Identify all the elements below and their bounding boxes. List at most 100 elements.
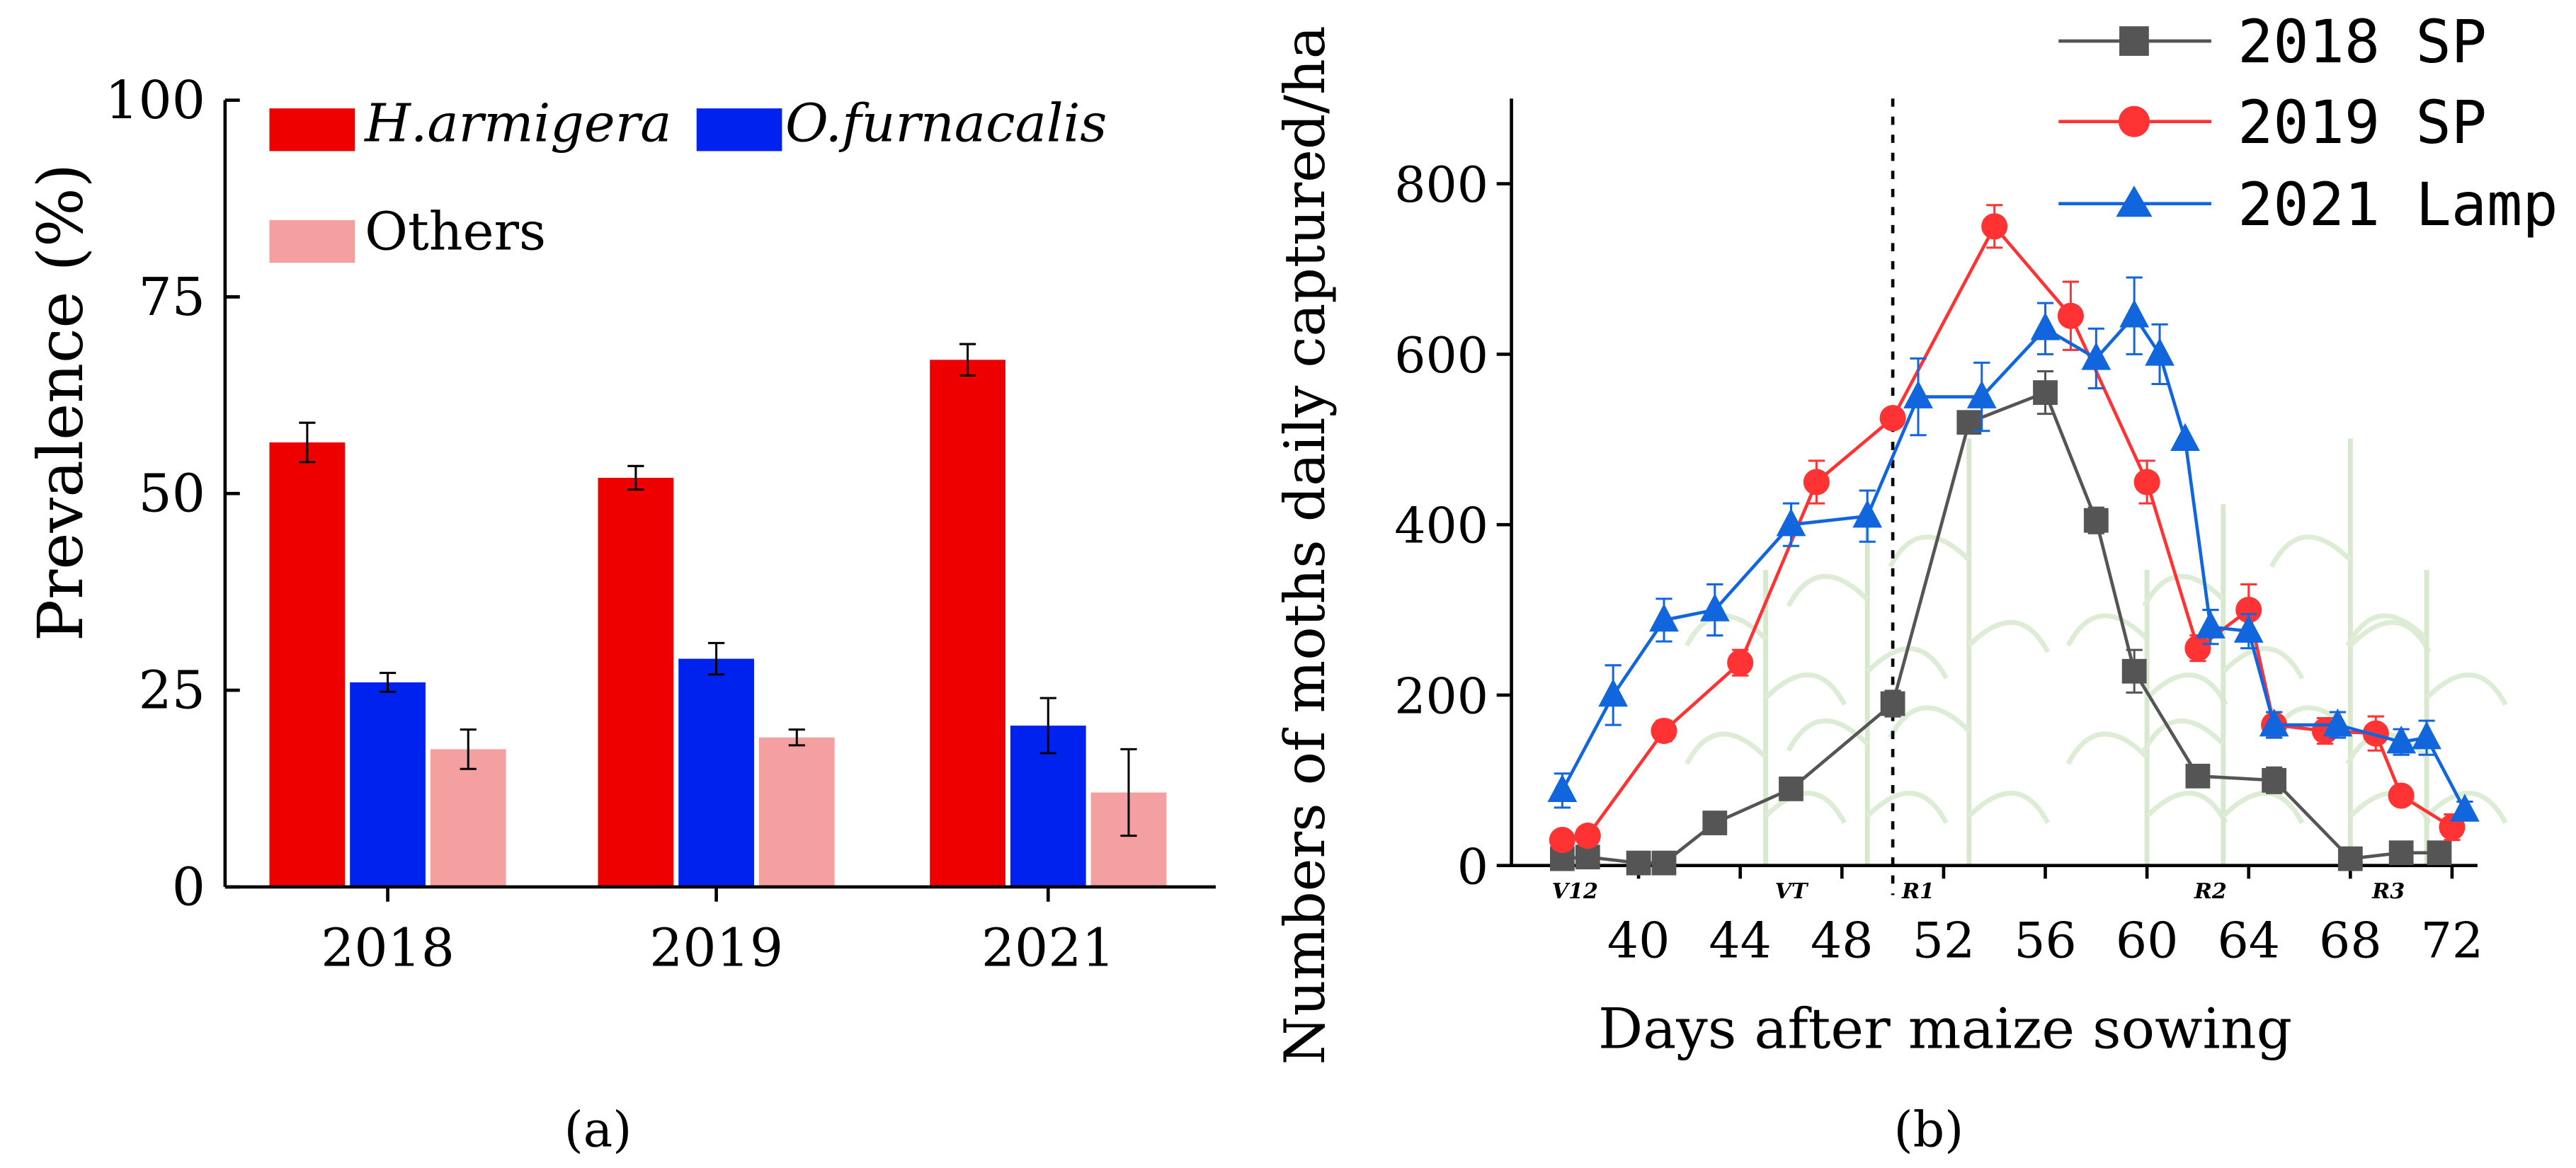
series-2018-sp xyxy=(1549,370,2452,876)
point-2021-lamp-49 xyxy=(1852,499,1883,528)
panel-a-bars xyxy=(269,360,1167,887)
maize-leaf xyxy=(1685,731,1768,765)
panel-b-x-tick-label-44: 44 xyxy=(1709,912,1772,970)
maize-leaf xyxy=(1764,672,1847,706)
point-2018-sp-50 xyxy=(1880,691,1905,716)
maize-leaf xyxy=(1888,705,1971,739)
panel-b-y-tick-label-600: 600 xyxy=(1394,327,1488,384)
point-2018-sp-46 xyxy=(1779,776,1803,801)
error-bar-others-2018 xyxy=(460,728,477,770)
panel-b-y-tick-label-0: 0 xyxy=(1457,838,1488,895)
panel-b-line-chart: 0 200 400 600 800 40 44 48 52 56 60 64 68 72 V12 VT R1 R… xyxy=(1272,7,2558,1158)
maize-leaf xyxy=(1786,573,1869,607)
point-2021-lamp-39 xyxy=(1598,678,1629,707)
bar-o-furnacalis-2018 xyxy=(350,682,426,887)
legend-label-h-armigera: H.armigera xyxy=(363,93,671,154)
error-bar-others-2019 xyxy=(788,728,805,747)
maize-leaf xyxy=(2424,672,2508,706)
point-2019-sp-60 xyxy=(2133,469,2160,496)
bar-h-armigera-2018 xyxy=(269,442,346,887)
maize-plant-icon-3 xyxy=(1888,438,2051,866)
point-2021-lamp-71 xyxy=(2412,721,2441,750)
point-2019-sp-41 xyxy=(1651,717,1677,745)
point-2019-sp-38 xyxy=(1574,823,1601,849)
panel-b-series xyxy=(1547,204,2480,876)
growth-stage-vt: VT xyxy=(1775,879,1809,904)
point-2021-lamp-56 xyxy=(2030,312,2061,340)
panel-b-y-tick-label-400: 400 xyxy=(1394,498,1488,555)
panel-a-y-tick-label-0: 0 xyxy=(172,856,205,917)
panel-b-x-tick-label-48: 48 xyxy=(1811,912,1874,970)
point-2019-sp-54 xyxy=(1981,213,2008,240)
point-2018-sp-58 xyxy=(2083,508,2109,533)
point-2019-sp-62 xyxy=(2184,635,2211,662)
maize-leaf xyxy=(1888,534,1971,568)
error-bar-o-furnacalis-2019 xyxy=(708,641,725,676)
maize-plant-icon-7 xyxy=(2345,570,2508,866)
point-2021-lamp-37 xyxy=(1547,774,1578,803)
point-2021-lamp-64 xyxy=(2233,614,2264,643)
panel-a-x-tick-label-2018: 2018 xyxy=(321,917,455,978)
point-2021-lamp-43 xyxy=(1699,593,1730,622)
panel-b-x-axis-label: Days after maize sowing xyxy=(1598,996,2292,1061)
point-2018-sp-68 xyxy=(2337,846,2363,871)
growth-stage-r3: R3 xyxy=(2371,879,2405,904)
maize-leaf xyxy=(2145,791,2228,825)
panel-a-y-axis-label: Prevalence (%) xyxy=(24,164,97,641)
panel-b-x-tick-label-64: 64 xyxy=(2217,912,2280,970)
bar-h-armigera-2021 xyxy=(930,360,1005,887)
point-2021-lamp-61.5 xyxy=(2170,423,2200,452)
maize-leaf xyxy=(2142,718,2225,752)
panel-b-x-tick-label-56: 56 xyxy=(2014,912,2077,970)
point-2019-sp-47 xyxy=(1803,469,1830,496)
maize-leaf xyxy=(1865,646,1949,680)
point-2019-sp-57 xyxy=(2057,302,2084,329)
panel-b-x-tick-label-72: 72 xyxy=(2421,912,2484,970)
point-2021-lamp-58 xyxy=(2081,342,2111,370)
error-bar-h-armigera-2019 xyxy=(627,464,644,491)
legend-marker-2019-sp xyxy=(2118,105,2150,137)
maize-plant-icon-4 xyxy=(2065,570,2228,866)
legend-label-o-furnacalis: O.furnacalis xyxy=(785,93,1107,154)
point-2019-sp-50 xyxy=(1879,405,1906,432)
maize-leaf xyxy=(1764,791,1847,825)
maize-leaf xyxy=(2142,573,2225,607)
panel-b-x-tick-label-40: 40 xyxy=(1607,912,1670,970)
growth-stage-v12: V12 xyxy=(1552,879,1598,904)
panel-a-ticks: 0 25 50 75 100 2018 2019 2021 xyxy=(105,69,1115,978)
legend-label-2019-sp: 2019 SP xyxy=(2238,88,2487,157)
maize-leaf xyxy=(2065,613,2149,647)
panel-a-bar-chart: Prevalence (%) 0 25 50 75 100 2018 2019 2021 H.… xyxy=(24,69,1216,1158)
series-line-2018-sp xyxy=(1562,390,2439,865)
point-2018-sp-40 xyxy=(1626,850,1651,876)
bar-others-2018 xyxy=(430,749,506,887)
maize-leaf xyxy=(2424,791,2508,825)
panel-a-x-tick-label-2019: 2019 xyxy=(649,917,783,978)
error-bar-o-furnacalis-2018 xyxy=(379,672,397,693)
point-2021-lamp-72.5 xyxy=(2450,794,2480,822)
maize-leaf xyxy=(1967,619,2051,653)
legend-swatch-h-armigera xyxy=(269,108,355,151)
bar-others-2019 xyxy=(758,737,835,887)
legend-marker-2018-sp xyxy=(2119,26,2149,56)
maize-leaf xyxy=(1967,791,2051,825)
legend-swatch-others xyxy=(269,219,355,263)
error-bar-o-furnacalis-2021 xyxy=(1039,697,1056,755)
point-2021-lamp-59.5 xyxy=(2119,299,2150,328)
point-2018-sp-56 xyxy=(2033,380,2058,405)
series-2019-sp xyxy=(1549,204,2466,854)
maize-plant-icon-5 xyxy=(2142,504,2305,866)
point-2019-sp-70 xyxy=(2388,782,2415,809)
point-2018-sp-62 xyxy=(2185,763,2211,789)
point-2021-lamp-65 xyxy=(2259,708,2289,737)
point-2019-sp-64 xyxy=(2235,597,2262,624)
panel-a-label: (a) xyxy=(564,1101,632,1158)
point-2018-sp-71.5 xyxy=(2427,840,2452,866)
legend-label-2018-sp: 2018 SP xyxy=(2238,7,2487,76)
point-2021-lamp-62.5 xyxy=(2195,610,2225,639)
bar-o-furnacalis-2019 xyxy=(678,658,754,887)
point-2019-sp-37 xyxy=(1549,827,1575,854)
maize-leaf xyxy=(2221,646,2305,680)
point-2019-sp-44 xyxy=(1727,649,1754,676)
